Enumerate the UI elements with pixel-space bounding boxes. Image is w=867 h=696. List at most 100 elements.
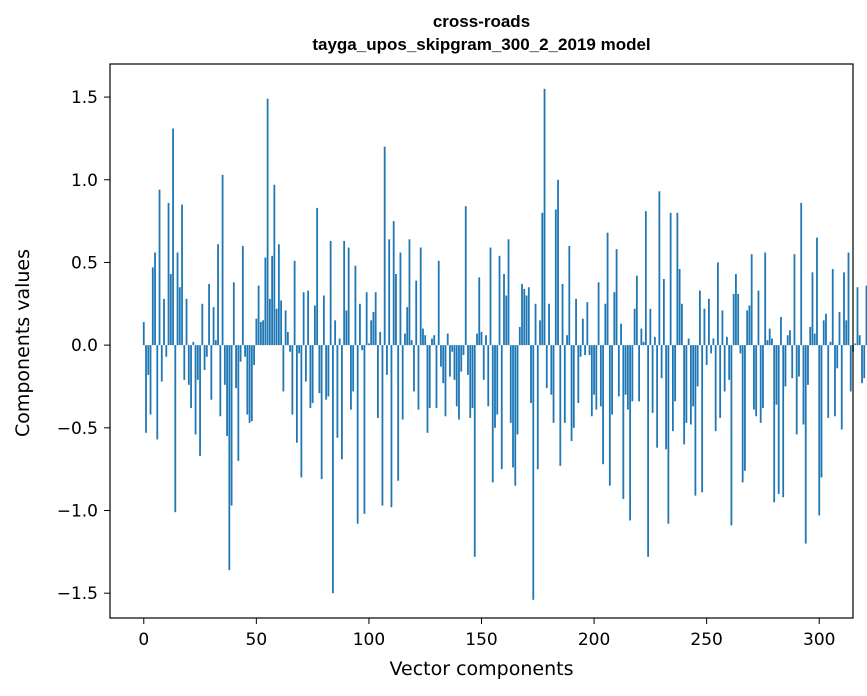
bar [435, 345, 438, 408]
y-tick-label: 1.0 [71, 171, 98, 191]
bar [469, 345, 472, 418]
bar [782, 345, 785, 498]
bar [838, 312, 841, 346]
bar [291, 345, 294, 415]
bar [329, 240, 332, 346]
bar [280, 300, 283, 346]
bar [732, 293, 735, 346]
bar [426, 345, 429, 433]
bar [807, 345, 809, 385]
bar [478, 277, 481, 346]
bar [786, 335, 789, 346]
bar-series [142, 88, 867, 600]
bar [701, 345, 704, 493]
bar [399, 252, 402, 346]
bar [644, 211, 647, 346]
bar [557, 179, 559, 346]
bar [449, 345, 451, 377]
bar [235, 345, 237, 389]
bar [266, 98, 269, 346]
bar [201, 303, 204, 346]
bar [241, 245, 244, 346]
bar [458, 345, 460, 420]
bar [671, 345, 674, 432]
bar [151, 267, 154, 346]
bar [584, 345, 586, 356]
x-tick-label: 250 [690, 630, 722, 650]
bar [336, 345, 339, 438]
bar [181, 204, 183, 346]
bar [590, 345, 593, 417]
bar [822, 320, 825, 346]
bar [422, 328, 424, 346]
bar [525, 295, 528, 346]
bar [638, 345, 641, 402]
bar [764, 252, 767, 346]
bar [446, 333, 449, 346]
bar [489, 247, 492, 346]
bar [656, 345, 659, 448]
bar [532, 345, 535, 600]
bar [322, 295, 325, 346]
bar [194, 345, 197, 435]
bar [548, 303, 550, 346]
bar [273, 184, 276, 346]
bar [410, 340, 413, 346]
bar [444, 345, 447, 417]
bar [545, 345, 548, 389]
bar [327, 345, 330, 397]
bar [345, 310, 348, 346]
bar [620, 323, 622, 346]
bar [665, 345, 668, 450]
bar [705, 345, 708, 365]
bar [381, 345, 384, 506]
bar [617, 345, 620, 397]
bar [356, 345, 359, 524]
bar [417, 345, 420, 410]
bar [527, 287, 530, 346]
bar [667, 345, 670, 524]
x-tick-label: 300 [803, 630, 835, 650]
bar [428, 345, 431, 408]
bar [554, 209, 557, 346]
bar [293, 260, 296, 346]
bar [512, 345, 514, 468]
bar [530, 345, 532, 404]
bar [856, 287, 859, 346]
bar [861, 345, 863, 384]
bar [214, 340, 217, 346]
bar [498, 255, 501, 346]
bar [579, 345, 582, 357]
bar [350, 345, 352, 410]
bar [593, 345, 595, 395]
bar [748, 305, 751, 346]
bar [250, 345, 253, 422]
bar [408, 239, 411, 346]
bar [575, 298, 577, 346]
y-axis-label: Components values [12, 248, 34, 438]
bar [699, 290, 701, 346]
bar [217, 244, 219, 346]
bar [237, 345, 240, 461]
bar [383, 146, 386, 346]
bar [325, 345, 328, 400]
bar [253, 345, 255, 365]
bar [602, 345, 604, 465]
bar [230, 345, 233, 506]
bar [775, 345, 778, 405]
bar [505, 295, 508, 346]
bar [712, 338, 715, 346]
y-axis-ticks: −1.5 −1.0 −0.5 0.0 0.5 1.0 1.5 [57, 88, 110, 604]
bar [737, 293, 740, 346]
bar [827, 345, 830, 418]
bar [615, 249, 618, 346]
bar [311, 345, 314, 404]
bar [205, 345, 208, 357]
bar [726, 336, 728, 346]
bar [820, 345, 823, 478]
bar [730, 345, 733, 526]
bar [372, 312, 375, 346]
bar [523, 288, 526, 346]
bar [368, 343, 370, 346]
